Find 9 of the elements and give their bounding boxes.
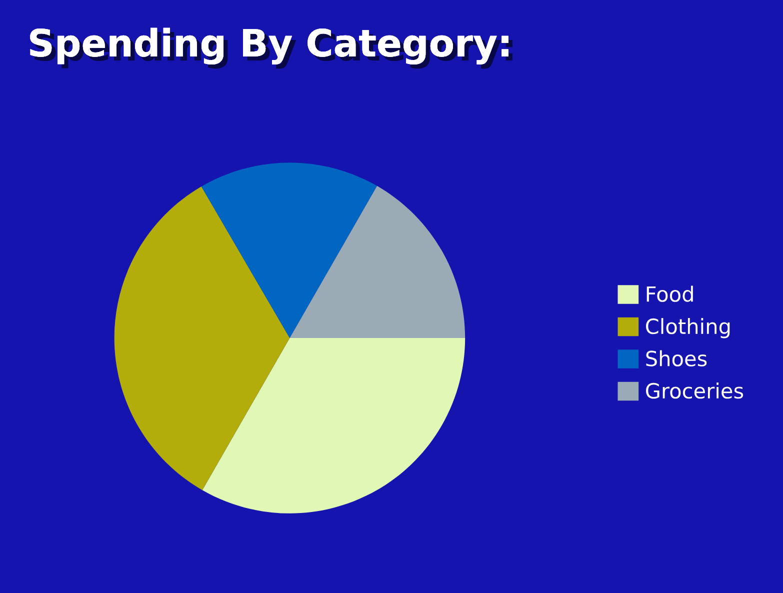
pie-slice — [290, 186, 466, 338]
legend-label: Clothing — [646, 318, 730, 338]
legend-label: Shoes — [646, 350, 707, 366]
pie-slice — [202, 338, 466, 514]
legend-label: Food — [646, 286, 693, 302]
pie-slice — [114, 186, 290, 490]
chart-title: Spending By Category: — [30, 28, 512, 69]
pie-slice — [201, 162, 378, 338]
legend-label: Groceries — [646, 382, 744, 399]
